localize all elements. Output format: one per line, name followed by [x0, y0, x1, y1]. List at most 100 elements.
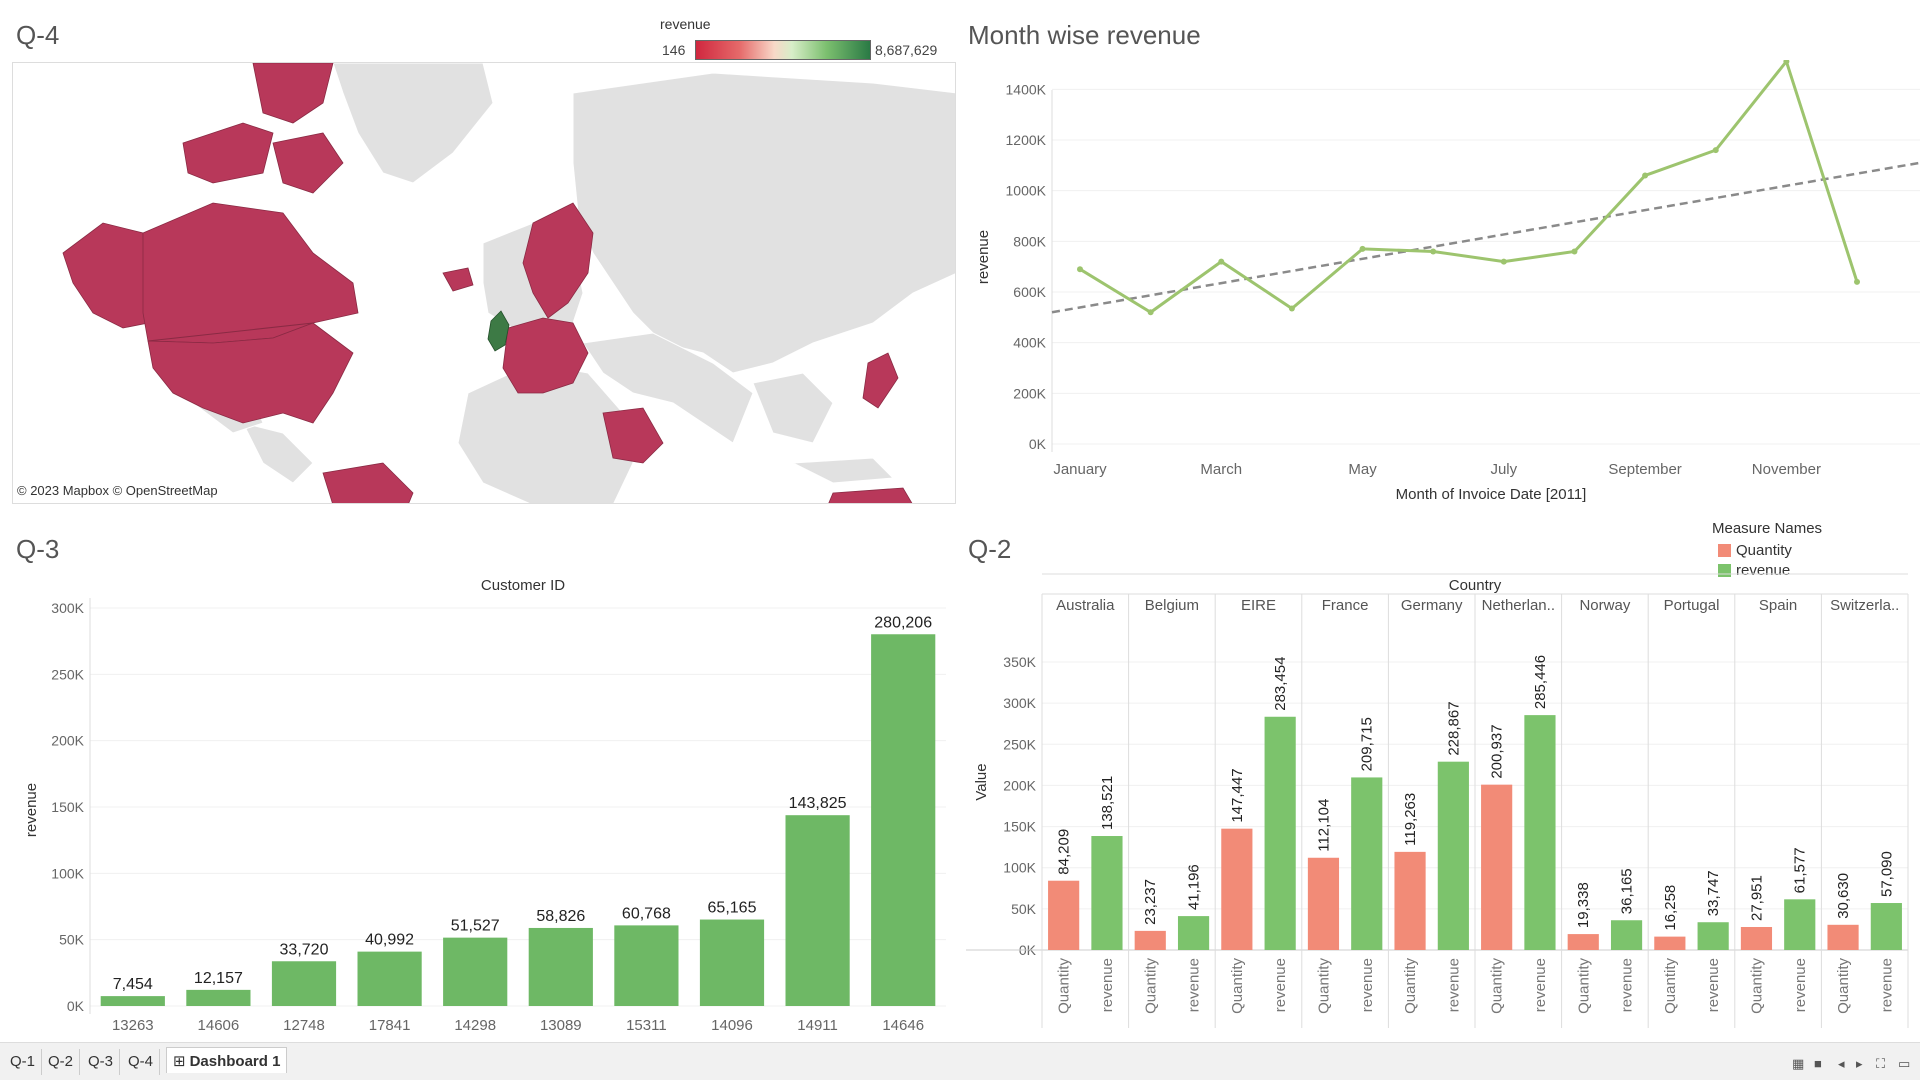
tab-q2[interactable]: Q-2 [42, 1049, 81, 1075]
revenue-point [1571, 248, 1578, 255]
measure-label: Quantity [1056, 958, 1073, 1014]
bar-value-label: 36,165 [1619, 868, 1636, 914]
bar-revenue [1264, 716, 1296, 950]
line-chart-title: Month wise revenue [968, 20, 1201, 50]
q2-legend[interactable]: Measure Names Quantity revenue [1712, 518, 1912, 582]
measure-label: revenue [1186, 958, 1203, 1012]
country-label: Portugal [1664, 597, 1720, 614]
x-tick-label: 15311 [626, 1017, 667, 1032]
x-tick-label: September [1608, 461, 1681, 478]
measure-label: Quantity [1229, 958, 1246, 1014]
measure-label: Quantity [1662, 958, 1679, 1014]
y-tick-label: 150K [51, 799, 84, 815]
revenue-point [1147, 309, 1154, 316]
revenue-point [1288, 305, 1295, 312]
x-tick-label: 14606 [198, 1017, 240, 1032]
revenue-point [1712, 147, 1719, 154]
y-tick-label: 250K [1003, 736, 1036, 752]
filmstrip-view-icon[interactable]: ■ [1814, 1056, 1822, 1071]
bar-quantity [1827, 924, 1859, 950]
bar-revenue [1351, 777, 1383, 950]
prev-sheet-icon[interactable]: ◂ [1838, 1056, 1845, 1071]
tab-q1[interactable]: Q-1 [4, 1049, 43, 1075]
country-label: EIRE [1241, 597, 1276, 614]
bar-value-label: 40,992 [365, 932, 414, 949]
bar-value-label: 51,527 [451, 918, 500, 935]
bar [785, 815, 850, 1006]
bar-value-label: 147,447 [1229, 768, 1246, 822]
tab-dashboard-1-label: Dashboard 1 [189, 1053, 281, 1070]
x-axis-title: Month of Invoice Date [2011] [1396, 486, 1587, 503]
bar-value-label: 12,157 [194, 970, 243, 987]
q4-legend-title: revenue [660, 16, 711, 32]
present-icon[interactable]: ▭ [1898, 1056, 1911, 1071]
y-tick-label: 800K [1013, 233, 1046, 249]
bar-quantity [1307, 857, 1340, 950]
map-svg [62, 63, 955, 503]
trend-line [1051, 161, 1920, 314]
bar-value-label: 33,720 [280, 941, 329, 958]
q4-title: Q-4 [16, 20, 60, 50]
bar-revenue [1177, 916, 1210, 950]
x-tick-label: 14646 [882, 1017, 924, 1032]
y-axis-title: revenue [23, 783, 40, 837]
bar-value-label: 200,937 [1489, 724, 1506, 778]
bar-quantity [1134, 930, 1166, 950]
bar-value-label: 7,454 [113, 976, 153, 993]
y-tick-label: 1000K [1006, 183, 1047, 199]
bar-revenue [1610, 920, 1643, 950]
x-tick-label: January [1053, 461, 1107, 478]
tab-q3[interactable]: Q-3 [82, 1049, 121, 1075]
country-label: Spain [1759, 597, 1797, 614]
x-tick-label: March [1200, 461, 1242, 478]
legend-swatch-quantity [1718, 544, 1731, 557]
tab-dashboard-1[interactable]: ⊞ Dashboard 1 [166, 1047, 288, 1073]
bar [186, 989, 251, 1006]
map-attribution[interactable]: © 2023 Mapbox © OpenStreetMap [17, 483, 218, 498]
y-tick-label: 200K [1013, 385, 1046, 401]
q4-legend-gradient [695, 40, 871, 60]
bar-quantity [1567, 934, 1599, 950]
y-tick-label: 250K [51, 666, 84, 682]
country-label: Netherlan.. [1482, 597, 1555, 614]
q4-legend[interactable]: revenue 146 8,687,629 [660, 16, 960, 62]
tab-q4[interactable]: Q-4 [122, 1049, 161, 1075]
x-tick-label: 17841 [369, 1017, 411, 1032]
bar-revenue [1437, 761, 1469, 950]
y-tick-label: 0K [67, 998, 85, 1014]
measure-label: Quantity [1402, 958, 1419, 1014]
country-label: Norway [1579, 597, 1630, 614]
grid-view-icon[interactable]: ▦ [1792, 1056, 1805, 1071]
q3-title: Q-3 [16, 534, 60, 564]
country-label: Belgium [1145, 597, 1199, 614]
bar-value-label: 119,263 [1402, 793, 1419, 846]
bar-value-label: 228,867 [1445, 701, 1462, 755]
bar-value-label: 285,446 [1532, 655, 1549, 709]
country-grouped-bar-chart[interactable]: Country0K50K100K150K200K250K300K350KValu… [962, 572, 1914, 1032]
bar-value-label: 57,090 [1878, 851, 1895, 897]
fullscreen-icon[interactable]: ⛶ [1876, 1056, 1886, 1071]
y-tick-label: 50K [1011, 901, 1037, 917]
bar-quantity [1481, 784, 1513, 950]
measure-label: revenue [1445, 958, 1462, 1012]
world-map[interactable]: © 2023 Mapbox © OpenStreetMap [12, 62, 956, 504]
measure-label: revenue [1272, 958, 1289, 1012]
bar-revenue [1091, 836, 1123, 950]
y-tick-label: 600K [1013, 284, 1046, 300]
month-revenue-line-chart[interactable]: 0K 200K 400K 600K 800K 1000K 1200K 1400K January… [968, 60, 1920, 530]
bar-revenue [1524, 715, 1556, 950]
y-tick-label: 200K [51, 733, 84, 749]
next-sheet-icon[interactable]: ▸ [1856, 1056, 1863, 1071]
y-tick-label: 350K [1003, 654, 1036, 670]
customer-revenue-bar-chart[interactable]: Customer ID 0K 50K 100K 150K 200K 250K 300K reve… [0, 570, 950, 1032]
revenue-point [1854, 278, 1861, 285]
bar-value-label: 23,237 [1142, 879, 1159, 925]
revenue-point [1218, 258, 1225, 265]
bar-value-label: 283,454 [1272, 657, 1289, 711]
land-highlight [62, 63, 913, 503]
measure-label: revenue [1359, 958, 1376, 1012]
x-tick-label: 13089 [540, 1017, 582, 1032]
q2-header: Country [1449, 577, 1502, 594]
bar-value-label: 58,826 [536, 908, 585, 925]
measure-label: Quantity [1748, 958, 1765, 1014]
